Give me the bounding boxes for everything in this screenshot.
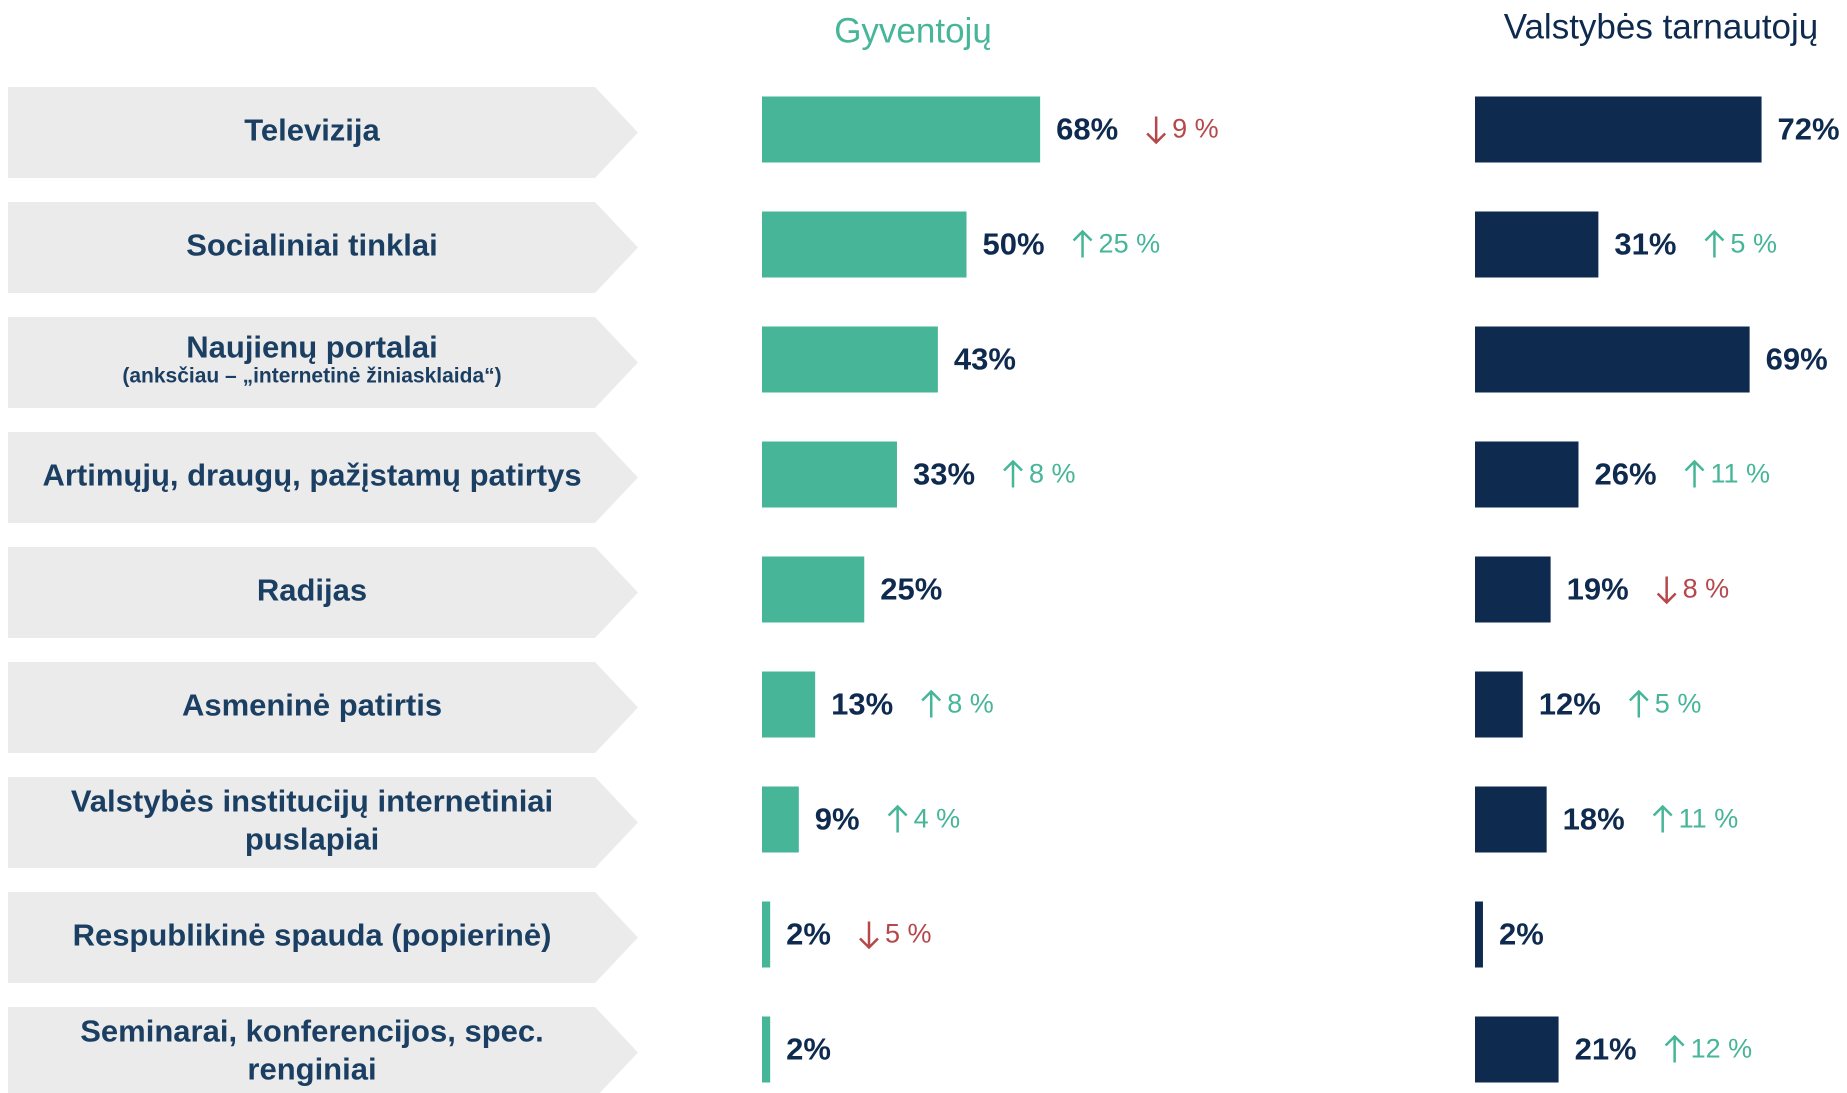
change-label: 11 %	[1679, 804, 1739, 834]
change-arrow	[1656, 576, 1677, 605]
value-label: 18%	[1563, 802, 1625, 837]
category-label: Asmeninė patirtis	[182, 688, 442, 723]
category-note: (anksčiau – „internetinė žiniasklaida“)	[122, 365, 501, 388]
change-arrow	[1664, 1034, 1685, 1063]
value-label: 21%	[1575, 1032, 1637, 1067]
bar	[762, 556, 865, 623]
change-arrow	[1652, 804, 1673, 833]
value-label: 2%	[1499, 917, 1544, 952]
category-box	[8, 777, 638, 868]
category-label: Artimųjų, draugų, pažįstamų patirtys	[42, 458, 581, 493]
category-label: Naujienų portalai	[186, 329, 437, 364]
bar	[1475, 1016, 1559, 1083]
value-label: 19%	[1567, 572, 1629, 607]
change-arrow	[859, 921, 879, 950]
change-arrow	[1704, 229, 1725, 258]
bar	[1475, 441, 1579, 508]
change-arrow	[1146, 116, 1167, 145]
value-label: 2%	[786, 1032, 831, 1067]
category-label: renginiai	[247, 1052, 376, 1087]
category-box	[8, 432, 638, 523]
category-label: Radijas	[257, 573, 367, 608]
category-label: Seminarai, konferencijos, spec.	[80, 1014, 543, 1049]
category-box	[8, 317, 638, 408]
change-label: 8 %	[1683, 574, 1730, 604]
bar	[1475, 556, 1551, 623]
bar	[762, 1016, 771, 1083]
change-label: 8 %	[1029, 459, 1076, 489]
bar	[1475, 671, 1523, 738]
category-label: Valstybės institucijų internetiniai	[71, 784, 553, 819]
value-label: 72%	[1778, 112, 1840, 147]
change-label: 9 %	[1172, 114, 1219, 144]
series-header: Gyventojų	[834, 11, 992, 50]
value-label: 12%	[1539, 687, 1601, 722]
category-label: Respublikinė spauda (popierinė)	[73, 918, 552, 953]
change-label: 12 %	[1691, 1034, 1753, 1064]
value-label: 33%	[913, 457, 975, 492]
category-box	[8, 1007, 638, 1093]
value-label: 68%	[1056, 112, 1118, 147]
bar	[762, 96, 1041, 163]
change-arrow	[887, 804, 908, 833]
category-label: Televizija	[244, 113, 380, 148]
category-box	[8, 87, 638, 178]
change-label: 25 %	[1099, 229, 1161, 259]
change-label: 5 %	[1730, 229, 1777, 259]
value-label: 43%	[954, 342, 1016, 377]
bar	[1475, 786, 1547, 853]
bar	[1475, 901, 1483, 968]
change-arrow	[1072, 229, 1093, 258]
bar	[1475, 211, 1599, 278]
value-label: 13%	[831, 687, 893, 722]
value-label: 26%	[1594, 457, 1656, 492]
bar	[762, 211, 967, 278]
category-label: puslapiai	[245, 822, 379, 857]
category-box	[8, 662, 638, 753]
change-label: 11 %	[1711, 459, 1771, 489]
bar	[762, 326, 938, 393]
value-label: 50%	[983, 227, 1045, 262]
change-label: 4 %	[914, 804, 961, 834]
bar	[762, 901, 771, 968]
category-box	[8, 892, 638, 983]
change-label: 5 %	[1655, 689, 1702, 719]
bar	[1475, 96, 1762, 163]
category-label: Socialiniai tinklai	[186, 228, 438, 263]
bar	[762, 441, 897, 508]
change-arrow	[1003, 459, 1023, 488]
series-header: Valstybės tarnautojų	[1504, 7, 1819, 46]
value-label: 69%	[1766, 342, 1828, 377]
value-label: 9%	[815, 802, 860, 837]
change-label: 8 %	[947, 689, 994, 719]
bar	[762, 671, 816, 738]
value-label: 2%	[786, 917, 831, 952]
change-arrow	[1628, 689, 1649, 718]
value-label: 25%	[880, 572, 942, 607]
category-box	[8, 547, 638, 638]
category-box	[8, 202, 638, 293]
change-label: 5 %	[885, 919, 932, 949]
value-label: 31%	[1614, 227, 1676, 262]
bar	[1475, 326, 1750, 393]
change-arrow	[921, 689, 942, 718]
bar	[762, 786, 799, 853]
change-arrow	[1684, 459, 1705, 488]
